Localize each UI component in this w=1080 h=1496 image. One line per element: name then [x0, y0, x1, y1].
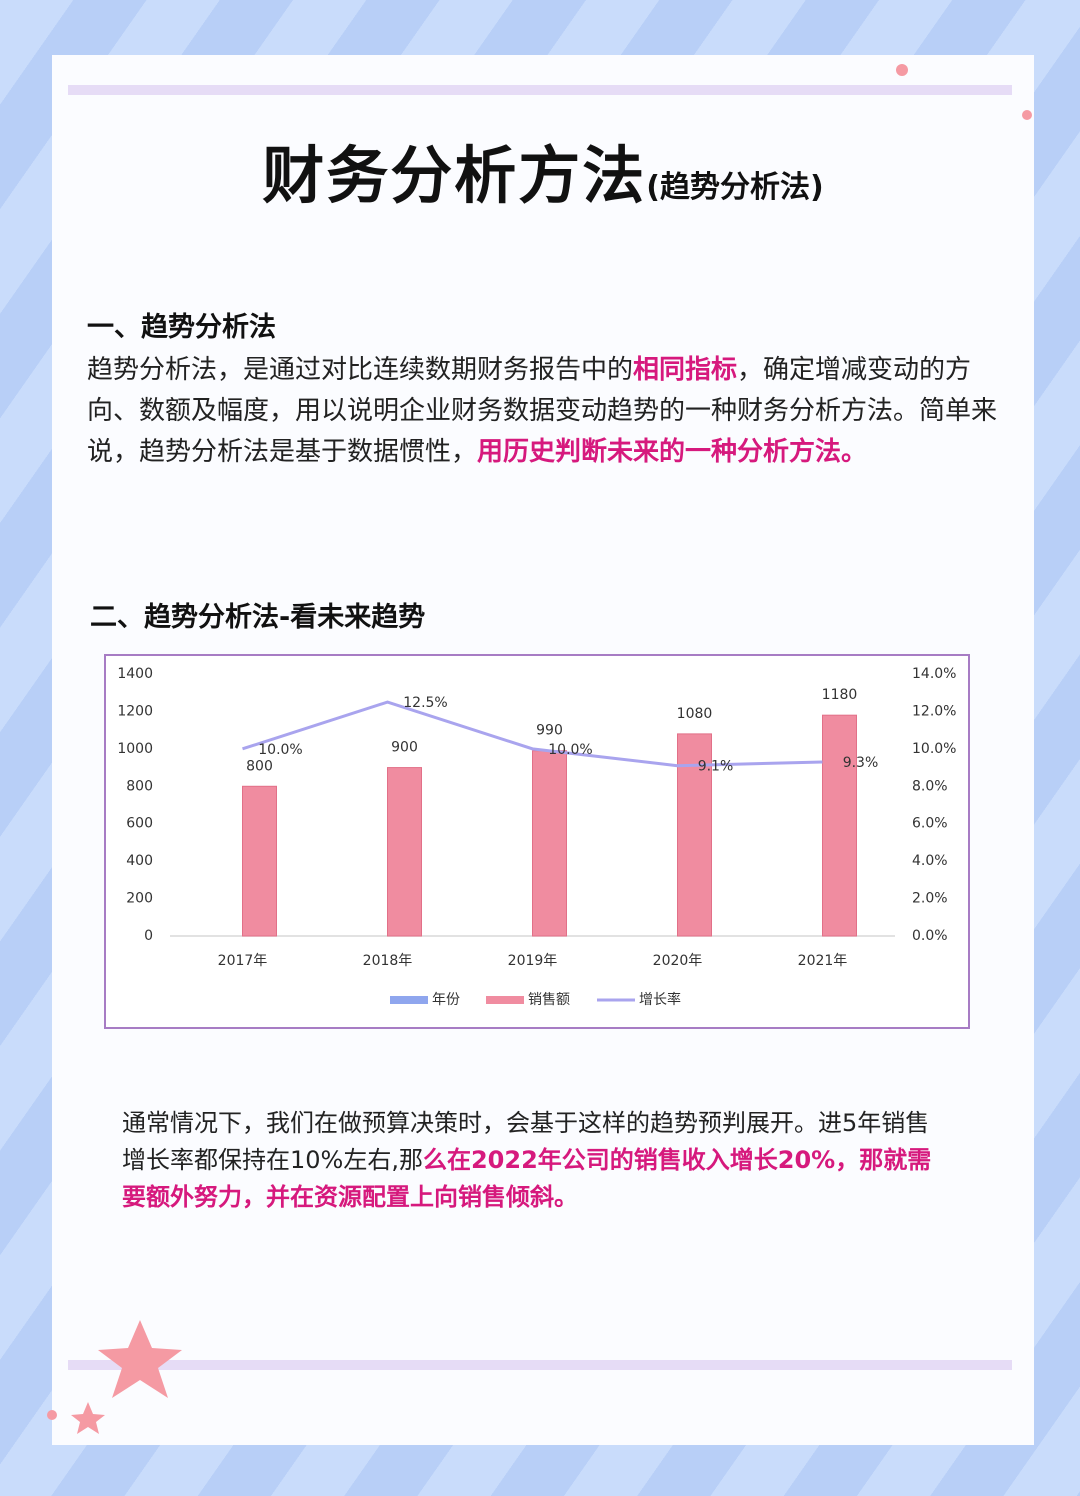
- paragraph: 趋势分析法，是通过对比连续数期财务报告中的相同指标，确定增减变动的方向、数额及幅…: [87, 350, 999, 473]
- data-label: 9.1%: [698, 759, 734, 775]
- bar: [242, 785, 277, 937]
- heading: 二、趋势分析法-看未来趋势: [90, 602, 426, 633]
- line: [242, 700, 823, 768]
- y-tick-label: 400: [126, 853, 153, 869]
- data-label: 990: [536, 723, 563, 739]
- legend-label: 销售额: [528, 992, 570, 1008]
- y2-tick-label: 10.0%: [912, 741, 956, 757]
- legend-label: 年份: [432, 992, 460, 1008]
- highlight-text: 用历史判断未来的一种分析方法。: [477, 437, 868, 467]
- top-band: [68, 85, 1012, 95]
- data-label: 800: [246, 758, 273, 774]
- legend-swatch: [390, 996, 428, 1004]
- y2-tick-label: 6.0%: [912, 816, 948, 832]
- bar: [387, 767, 422, 937]
- y2-tick-label: 12.0%: [912, 703, 956, 719]
- text: 趋势分析法，是通过对比连续数期财务报告中的: [87, 355, 634, 385]
- data-label: 9.3%: [843, 755, 879, 771]
- y-tick-label: 1400: [117, 666, 153, 682]
- highlight-text: 相同指标: [633, 355, 738, 385]
- text: 通常情况下，我们在做预算决策时，会基于这样的趋势预判展开。进5年销售增长率都保持…: [122, 1109, 930, 1174]
- dot-decoration: [47, 1410, 57, 1420]
- data-label: 10.0%: [258, 742, 302, 758]
- data-label: 1180: [822, 687, 858, 703]
- y2-tick-label: 0.0%: [912, 928, 948, 944]
- x-tick-label: 2019年: [508, 953, 558, 969]
- y2-tick-label: 8.0%: [912, 778, 948, 794]
- bottom-band: [68, 1360, 1012, 1370]
- x-tick-label: 2021年: [798, 953, 848, 969]
- y-tick-label: 0: [144, 928, 153, 944]
- dot-decoration: [896, 64, 908, 76]
- dot-decoration: [1022, 110, 1032, 120]
- title-suffix: (趋势分析法): [646, 170, 824, 205]
- highlight-text: 么在2022年公司的销售收入增长20%，那就需要额外努力，并在资源配置上向销售倾…: [122, 1146, 932, 1211]
- title: 财务分析方法(趋势分析法): [52, 125, 1034, 215]
- star-decoration: [98, 1320, 182, 1398]
- y-tick-label: 200: [126, 891, 153, 907]
- bar: [822, 714, 857, 937]
- bar: [677, 733, 712, 937]
- y2-tick-label: 14.0%: [912, 666, 956, 682]
- y-tick-label: 1000: [117, 741, 153, 757]
- data-label: 1080: [677, 706, 713, 722]
- paragraph: 通常情况下，我们在做预算决策时，会基于这样的趋势预判展开。进5年销售增长率都保持…: [122, 1105, 942, 1216]
- heading: 一、趋势分析法: [87, 312, 276, 343]
- data-label: 10.0%: [548, 742, 592, 758]
- data-label: 12.5%: [403, 695, 447, 711]
- title-main: 财务分析方法: [262, 139, 647, 212]
- star-decoration: [71, 1402, 105, 1434]
- y2-tick-label: 4.0%: [912, 853, 948, 869]
- x-tick-label: 2020年: [653, 953, 703, 969]
- data-label: 900: [391, 740, 418, 756]
- bar: [532, 750, 567, 937]
- y2-tick-label: 2.0%: [912, 891, 948, 907]
- x-tick-label: 2018年: [363, 953, 413, 969]
- x-tick-label: 2017年: [218, 953, 268, 969]
- text: ，确定增减变动的方向、数额及幅度，用以说明企业财务数据变动趋势的一种财务分析方法…: [87, 355, 998, 467]
- y-tick-label: 800: [126, 778, 153, 794]
- legend-label: 增长率: [639, 991, 681, 1008]
- y-tick-label: 1200: [117, 703, 153, 719]
- y-tick-label: 600: [126, 816, 153, 832]
- legend-swatch: [486, 996, 524, 1004]
